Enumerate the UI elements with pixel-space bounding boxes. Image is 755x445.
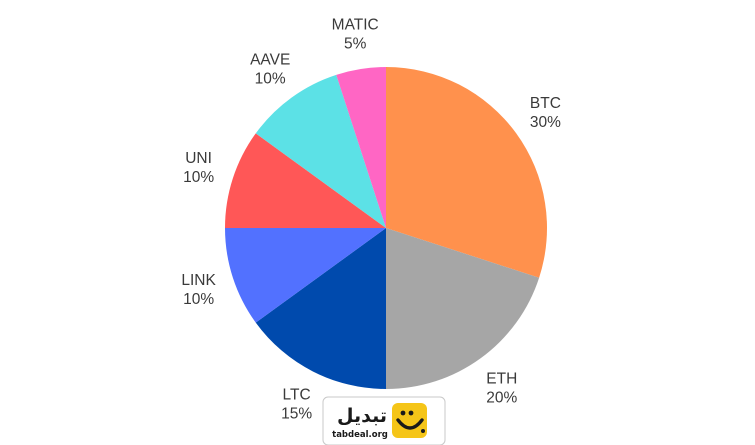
pie-label-aave: AAVE 10% <box>250 52 290 88</box>
pie-label-uni: UNI 10% <box>183 150 214 186</box>
pie-slice-matic <box>336 67 386 228</box>
pie-label-ltc: LTC 15% <box>281 387 312 423</box>
pie-slice-eth <box>386 228 540 389</box>
watermark-name: تبدیل <box>337 405 387 427</box>
pie-label-matic: MATIC 5% <box>332 16 379 52</box>
pie-slice-aave <box>255 74 386 228</box>
pie-slice-btc <box>386 67 547 278</box>
smile-logo-icon <box>392 403 427 438</box>
watermark: تبدیل tabdeal.org <box>322 396 446 445</box>
pie-slice-link <box>225 228 386 323</box>
pie-label-link: LINK 10% <box>181 272 216 308</box>
pie-labels: BTC 30% ETH 20% LTC 15% LINK 10% UNI 10% AAVE 10% MA… <box>181 16 561 422</box>
pie-label-eth: ETH 20% <box>486 370 517 406</box>
pie-slice-ltc <box>255 228 386 389</box>
pie-slice-uni <box>225 133 386 228</box>
watermark-url: tabdeal.org <box>332 430 388 440</box>
pie-slices <box>225 67 547 389</box>
pie-label-btc: BTC 30% <box>530 95 561 131</box>
